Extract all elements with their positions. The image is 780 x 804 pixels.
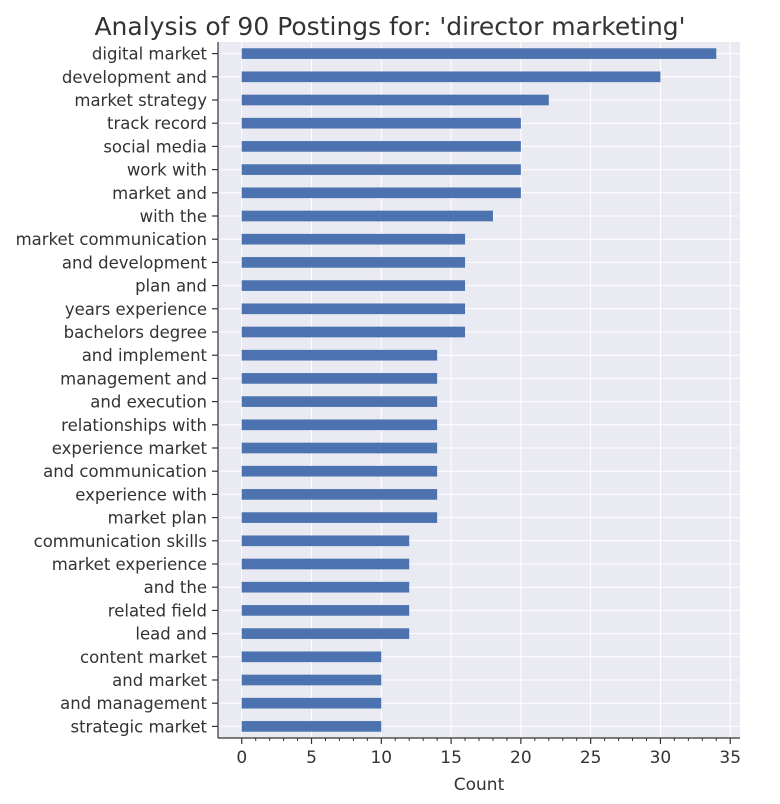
y-tick-label: experience market	[52, 439, 208, 458]
bar	[241, 164, 521, 175]
y-tick-label: strategic market	[70, 717, 207, 736]
bar	[241, 94, 549, 106]
plot-area	[218, 42, 740, 738]
x-tick-label: 30	[650, 748, 672, 768]
bar-layer	[241, 48, 717, 732]
bar	[241, 141, 521, 152]
y-tick-label: related field	[108, 601, 207, 620]
y-tick-label: market communication	[16, 230, 207, 249]
y-tick-label: market strategy	[74, 91, 207, 110]
y-tick-label: communication skills	[34, 532, 207, 551]
bar	[241, 465, 438, 477]
bar	[241, 674, 382, 686]
bar	[241, 326, 466, 338]
x-tick-layer: 0 5 10 15 20 25 30 35	[236, 738, 741, 768]
x-tick-label: 25	[580, 748, 602, 768]
bar	[241, 558, 410, 570]
x-tick-label: 20	[510, 748, 532, 768]
bar	[241, 233, 466, 245]
y-tick-label: development and	[62, 68, 207, 87]
y-tick-label: and management	[60, 694, 207, 713]
bar	[241, 581, 410, 593]
y-tick-label: social media	[103, 137, 207, 156]
bar	[241, 303, 466, 315]
bar	[241, 48, 717, 59]
y-tick-label: years experience	[65, 300, 207, 319]
y-tick-label: and the	[144, 578, 207, 597]
y-tick-label: relationships with	[61, 416, 207, 435]
y-tick-label: digital market	[92, 45, 208, 64]
x-axis-label: Count	[454, 775, 505, 795]
bar	[241, 280, 466, 291]
y-tick-label: market and	[112, 184, 207, 203]
y-tick-label: and execution	[90, 393, 207, 412]
bar	[241, 349, 438, 361]
bar	[241, 605, 410, 616]
y-tick-label: content market	[80, 648, 208, 667]
bar	[241, 210, 493, 222]
bar	[241, 697, 382, 709]
bar	[241, 71, 661, 83]
bar	[241, 396, 438, 407]
bar	[241, 651, 382, 663]
y-tick-label: market experience	[52, 555, 207, 574]
bar	[241, 535, 410, 547]
y-tick-label: management and	[60, 369, 207, 388]
y-tick-label: experience with	[75, 485, 207, 504]
y-tick-label: with the	[140, 207, 207, 226]
bar	[241, 721, 382, 732]
y-tick-label: work with	[127, 161, 207, 180]
y-tick-label: and implement	[82, 346, 208, 365]
y-tick-label: bachelors degree	[64, 323, 207, 342]
y-tick-layer: digital market development and market stra…	[16, 45, 218, 736]
chart-title: Analysis of 90 Postings for: 'director m…	[94, 12, 685, 41]
bar	[241, 257, 466, 268]
x-tick-label: 35	[719, 748, 741, 768]
y-tick-label: market plan	[108, 509, 207, 528]
bar	[241, 117, 521, 129]
bar	[241, 512, 438, 523]
bar	[241, 373, 438, 384]
y-tick-label: and market	[112, 671, 207, 690]
bar	[241, 442, 438, 454]
x-tick-label: 5	[306, 748, 317, 768]
bar	[241, 419, 438, 431]
bar	[241, 628, 410, 639]
x-tick-label: 0	[236, 748, 247, 768]
y-tick-label: and communication	[43, 462, 207, 481]
x-tick-label: 15	[440, 748, 462, 768]
bar	[241, 489, 438, 500]
x-tick-label: 10	[370, 748, 392, 768]
y-tick-label: plan and	[135, 277, 207, 296]
y-tick-label: track record	[107, 114, 207, 133]
y-tick-label: lead and	[135, 625, 207, 644]
bar	[241, 187, 521, 199]
y-tick-label: and development	[62, 253, 208, 272]
